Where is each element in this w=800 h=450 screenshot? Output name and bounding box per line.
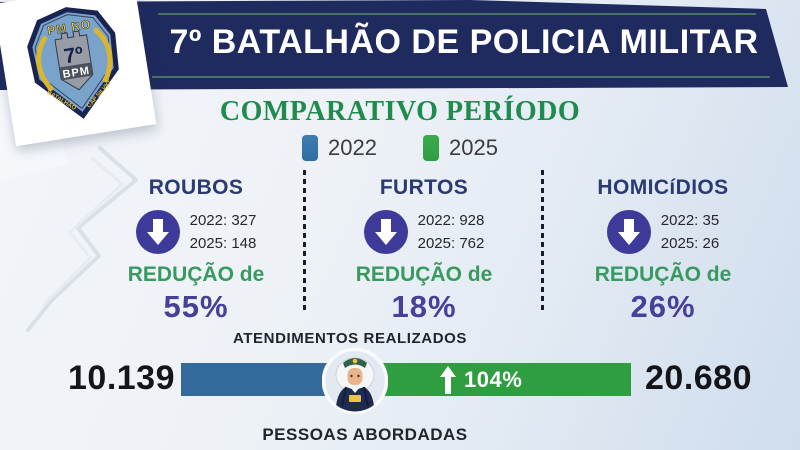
- stat-row: 2022: 35 2025: 26: [548, 208, 778, 256]
- increase-badge: 104%: [440, 363, 522, 396]
- stat-row: 2022: 327 2025: 148: [88, 208, 304, 256]
- reduction-percent: 26%: [630, 289, 696, 324]
- stat-column-furtos: FURTOS 2022: 928 2025: 762 REDUÇÃO de 18…: [310, 176, 538, 325]
- stat-column-homicidios: HOMICíDIOS 2022: 35 2025: 26 REDUÇÃO de …: [548, 176, 778, 325]
- stat-2022: 2022: 928: [417, 212, 485, 229]
- stat-2025: 2025: 148: [189, 235, 257, 252]
- badge-card: PM RO 7º BPM BATALHÃO CAP SILVIO: [0, 0, 157, 147]
- banner-rule-top: [158, 13, 756, 15]
- up-arrow-icon: [440, 365, 456, 394]
- police-officer-avatar: [322, 348, 388, 414]
- value-2025: 20.680: [645, 359, 752, 397]
- column-title: HOMICíDIOS: [597, 176, 729, 199]
- bar-2025: [353, 363, 631, 396]
- column-title: FURTOS: [379, 176, 469, 199]
- reduction-label: REDUÇÃO de: [127, 263, 265, 286]
- reduction-label: REDUÇÃO de: [594, 263, 732, 286]
- stat-2022: 2022: 35: [660, 212, 720, 229]
- comparative-title: COMPARATIVO PERÍODO: [219, 96, 581, 127]
- stat-2025: 2025: 762: [417, 235, 485, 252]
- dashed-divider: [541, 170, 544, 313]
- reduction-percent: 55%: [163, 289, 229, 324]
- map-outline-decoration: [26, 146, 138, 332]
- legend-swatch-2025: [423, 135, 439, 161]
- stat-values: 2022: 327 2025: 148: [190, 209, 257, 255]
- down-arrow-icon: [606, 210, 651, 254]
- stat-2025: 2025: 26: [660, 235, 720, 252]
- legend-item-2025: 2025: [423, 135, 498, 161]
- badge-number: 7º: [62, 43, 85, 69]
- stat-2022: 2022: 327: [189, 212, 257, 229]
- battalion-crest-icon: PM RO 7º BPM BATALHÃO CAP SILVIO: [27, 7, 119, 119]
- legend-swatch-2022: [302, 135, 319, 161]
- column-title: ROUBOS: [148, 176, 244, 199]
- down-arrow-icon: [363, 210, 408, 254]
- dashed-divider: [303, 170, 306, 313]
- legend-label-2025: 2025: [449, 135, 498, 160]
- attendances-title: ATENDIMENTOS REALIZADOS: [232, 330, 468, 347]
- badge-band-text: BPM: [62, 65, 91, 81]
- legend-label-2022: 2022: [328, 135, 377, 160]
- footer-label: PESSOAS ABORDADAS: [262, 425, 468, 444]
- banner-rule-bottom: [152, 76, 770, 78]
- stat-values: 2022: 928 2025: 762: [418, 209, 485, 255]
- stat-values: 2022: 35 2025: 26: [661, 209, 719, 255]
- reduction-label: REDUÇÃO de: [355, 263, 493, 286]
- value-2022: 10.139: [68, 359, 175, 397]
- page-title: 7º BATALHÃO DE POLICIA MILITAR: [169, 23, 759, 61]
- stat-row: 2022: 928 2025: 762: [310, 208, 538, 256]
- increase-percent: 104%: [464, 366, 523, 392]
- stat-column-roubos: ROUBOS 2022: 327 2025: 148 REDUÇÃO de 55…: [88, 176, 304, 325]
- reduction-percent: 18%: [391, 289, 457, 324]
- down-arrow-icon: [135, 210, 180, 254]
- legend-item-2022: 2022: [302, 135, 377, 161]
- legend: 2022 2025: [0, 135, 800, 161]
